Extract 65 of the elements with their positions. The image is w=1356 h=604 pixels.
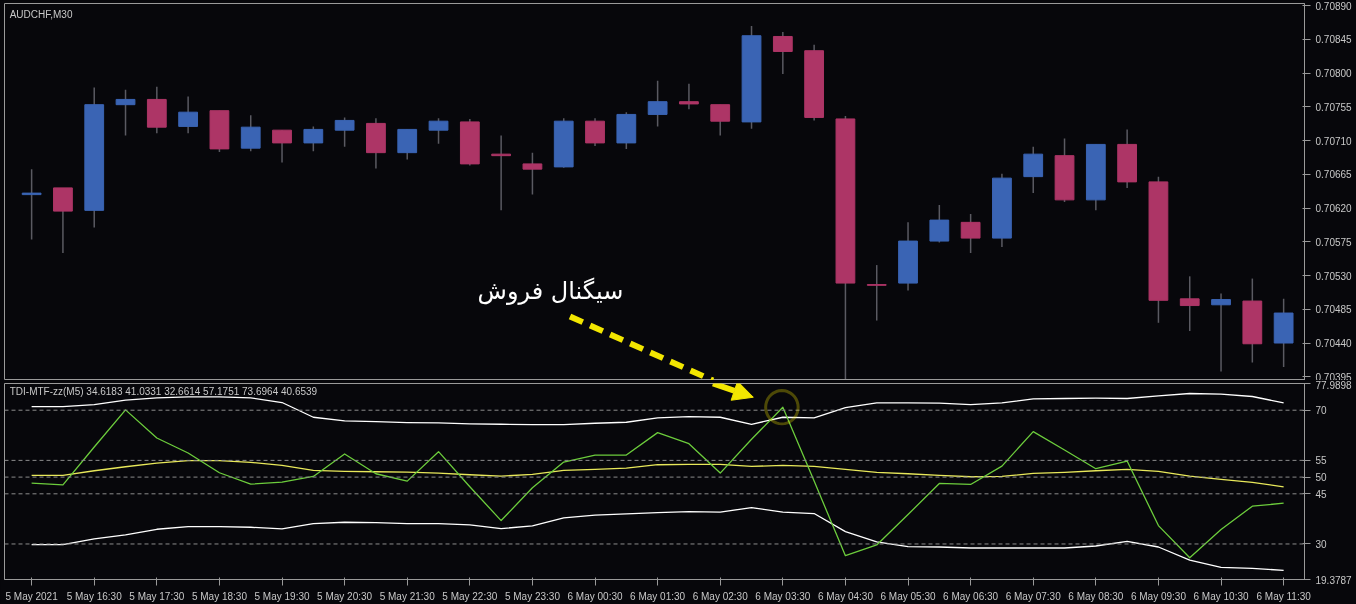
candlestick	[647, 79, 668, 128]
x-tick-label: 5 May 20:30	[317, 590, 373, 602]
y-tick-label: 55	[1315, 455, 1328, 467]
chart-title: TDI-MTF-zz(M5) 34.6183 41.0331 32.6614 57.1751 73.6964 40.6539	[9, 386, 318, 398]
candlestick	[866, 264, 887, 322]
x-tick-label: 6 May 10:30	[1193, 590, 1249, 602]
y-tick-label: 70	[1315, 405, 1328, 417]
candlestick	[178, 95, 199, 134]
y-tick-label: 0.70845	[1315, 34, 1353, 46]
y-tick-label: 0.70890	[1315, 0, 1353, 12]
x-tick-label: 5 May 16:30	[66, 590, 123, 602]
y-tick-label: 0.70485	[1315, 304, 1353, 316]
candlestick	[929, 204, 950, 244]
x-tick-label: 5 May 19:30	[254, 590, 310, 602]
candlestick	[397, 128, 418, 161]
candlestick	[1179, 275, 1200, 332]
y-tick-label: 0.70620	[1315, 203, 1353, 215]
candlestick	[679, 82, 699, 110]
candlestick	[1211, 292, 1231, 373]
x-tick-label: 6 May 09:30	[1130, 590, 1187, 602]
x-tick-label: 6 May 04:30	[817, 590, 874, 602]
y-tick-label: 45	[1315, 488, 1328, 500]
candlestick	[240, 114, 261, 152]
x-tick-label: 6 May 02:30	[692, 590, 749, 602]
line-series	[30, 506, 1285, 572]
candlestick	[272, 129, 292, 164]
y-tick-label: 19.3787	[1315, 574, 1353, 586]
x-tick-label: 5 May 23:30	[504, 590, 561, 602]
x-tick-label: 6 May 11:30	[1256, 590, 1312, 602]
y-tick-label: 0.70755	[1315, 101, 1353, 113]
candlestick	[53, 187, 73, 254]
candlestick	[303, 125, 324, 152]
candlestick	[21, 168, 42, 241]
candlestick	[710, 103, 731, 137]
candlestick	[1023, 145, 1044, 194]
y-tick-label: 0.70710	[1315, 135, 1353, 147]
x-tick-label: 6 May 00:30	[567, 590, 623, 602]
text: AUDCHF,M30	[9, 9, 73, 21]
line-series	[30, 460, 1285, 488]
x-tick-label: 6 May 01:30	[630, 590, 686, 602]
y-tick-label: 0.70665	[1315, 169, 1353, 181]
candlestick	[428, 117, 449, 145]
x-tick-label: 6 May 06:30	[943, 590, 999, 602]
y-tick-label: 50	[1315, 472, 1328, 484]
x-tick-label: 5 May 17:30	[129, 590, 185, 602]
candlestick	[772, 31, 793, 75]
y-tick-label: 0.70575	[1315, 236, 1353, 248]
x-tick-label: 5 May 18:30	[191, 590, 248, 602]
x-tick-label: 6 May 08:30	[1068, 590, 1124, 602]
y-tick-label: 30	[1315, 538, 1328, 550]
x-tick-label: 5 May 21:30	[379, 590, 436, 602]
x-tick-label: 5 May 22:30	[442, 590, 498, 602]
y-tick-label: 0.70440	[1315, 338, 1353, 350]
candlestick	[960, 213, 981, 254]
x-tick-label: 6 May 05:30	[880, 590, 936, 602]
annotation: سیگنال فروش	[477, 277, 624, 306]
y-tick-label: 0.70800	[1315, 68, 1353, 80]
x-tick-label: 6 May 07:30	[1005, 590, 1062, 602]
x-tick-label: 6 May 03:30	[755, 590, 811, 602]
candlestick	[522, 151, 543, 196]
candlestick	[585, 117, 605, 147]
x-tick-label: 5 May 2021	[5, 590, 59, 602]
candlestick	[334, 116, 355, 148]
y-tick-label: 0.70530	[1315, 270, 1353, 282]
candlestick	[115, 88, 136, 137]
